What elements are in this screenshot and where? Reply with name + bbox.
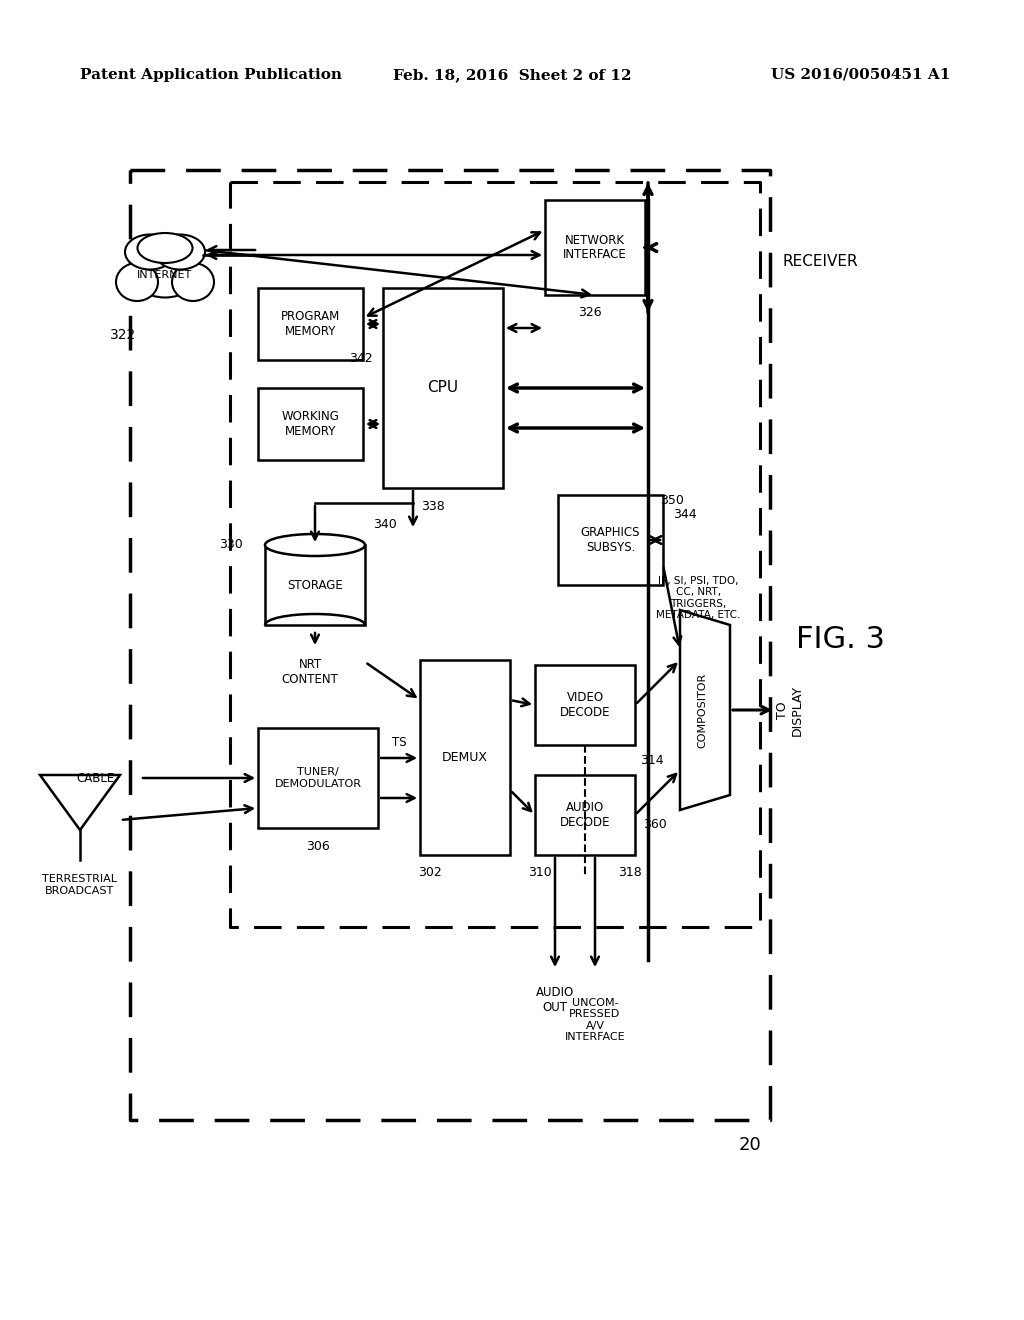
Text: 350: 350	[660, 494, 684, 507]
Text: TS: TS	[392, 737, 407, 750]
Text: TERRESTRIAL
BROADCAST: TERRESTRIAL BROADCAST	[43, 874, 118, 896]
Text: FIG. 3: FIG. 3	[796, 626, 885, 655]
Ellipse shape	[130, 243, 200, 297]
Ellipse shape	[116, 263, 158, 301]
Text: 326: 326	[579, 306, 602, 319]
Bar	[420, 660, 510, 855]
Text: STORAGE: STORAGE	[287, 579, 343, 591]
Text: AUDIO
OUT: AUDIO OUT	[536, 986, 574, 1014]
Text: 330: 330	[219, 539, 243, 552]
Text: CPU: CPU	[427, 380, 459, 396]
Ellipse shape	[137, 234, 193, 263]
Bar	[258, 388, 362, 459]
Text: 340: 340	[373, 519, 396, 532]
Bar	[383, 288, 503, 488]
Text: CABLE: CABLE	[77, 771, 115, 784]
Text: COMPOSITOR: COMPOSITOR	[697, 672, 708, 747]
Bar	[258, 729, 378, 828]
Text: 314: 314	[640, 754, 664, 767]
Text: RECEIVER: RECEIVER	[782, 255, 858, 269]
Text: UNCOM-
PRESSED
A/V
INTERFACE: UNCOM- PRESSED A/V INTERFACE	[564, 998, 626, 1043]
Text: TUNER/
DEMODULATOR: TUNER/ DEMODULATOR	[274, 767, 361, 789]
Text: 20: 20	[738, 1137, 762, 1154]
Text: PROGRAM
MEMORY: PROGRAM MEMORY	[281, 310, 340, 338]
Text: 338: 338	[421, 499, 444, 512]
Text: US 2016/0050451 A1: US 2016/0050451 A1	[771, 69, 950, 82]
Text: GRAPHICS
SUBSYS.: GRAPHICS SUBSYS.	[581, 525, 640, 554]
Ellipse shape	[155, 235, 205, 269]
Text: Feb. 18, 2016  Sheet 2 of 12: Feb. 18, 2016 Sheet 2 of 12	[393, 69, 631, 82]
Text: 310: 310	[528, 866, 552, 879]
Text: VIDEO
DECODE: VIDEO DECODE	[560, 690, 610, 719]
Text: WORKING
MEMORY: WORKING MEMORY	[282, 411, 339, 438]
Text: 344: 344	[673, 508, 696, 521]
Ellipse shape	[172, 263, 214, 301]
Bar	[545, 201, 645, 294]
Bar	[558, 495, 663, 585]
Text: INTERNET: INTERNET	[137, 271, 193, 280]
Text: NRT
CONTENT: NRT CONTENT	[282, 657, 339, 686]
Text: 318: 318	[618, 866, 642, 879]
Text: 360: 360	[643, 818, 667, 832]
Bar	[258, 288, 362, 360]
Ellipse shape	[125, 235, 175, 269]
Bar	[535, 665, 635, 744]
Text: 342: 342	[349, 351, 373, 364]
Text: AUDIO
DECODE: AUDIO DECODE	[560, 801, 610, 829]
Text: IP, SI, PSI, TDO,
CC, NRT,
TRIGGERS,
METADATA, ETC.: IP, SI, PSI, TDO, CC, NRT, TRIGGERS, MET…	[656, 576, 740, 620]
Text: Patent Application Publication: Patent Application Publication	[80, 69, 342, 82]
Text: DEMUX: DEMUX	[442, 751, 488, 764]
Text: 306: 306	[306, 840, 330, 853]
Ellipse shape	[265, 535, 365, 556]
Text: 302: 302	[418, 866, 442, 879]
Polygon shape	[680, 610, 730, 810]
Text: 322: 322	[110, 327, 136, 342]
Bar	[535, 775, 635, 855]
Text: NETWORK
INTERFACE: NETWORK INTERFACE	[563, 234, 627, 261]
Bar	[265, 545, 365, 624]
Text: TO
DISPLAY: TO DISPLAY	[776, 685, 804, 735]
